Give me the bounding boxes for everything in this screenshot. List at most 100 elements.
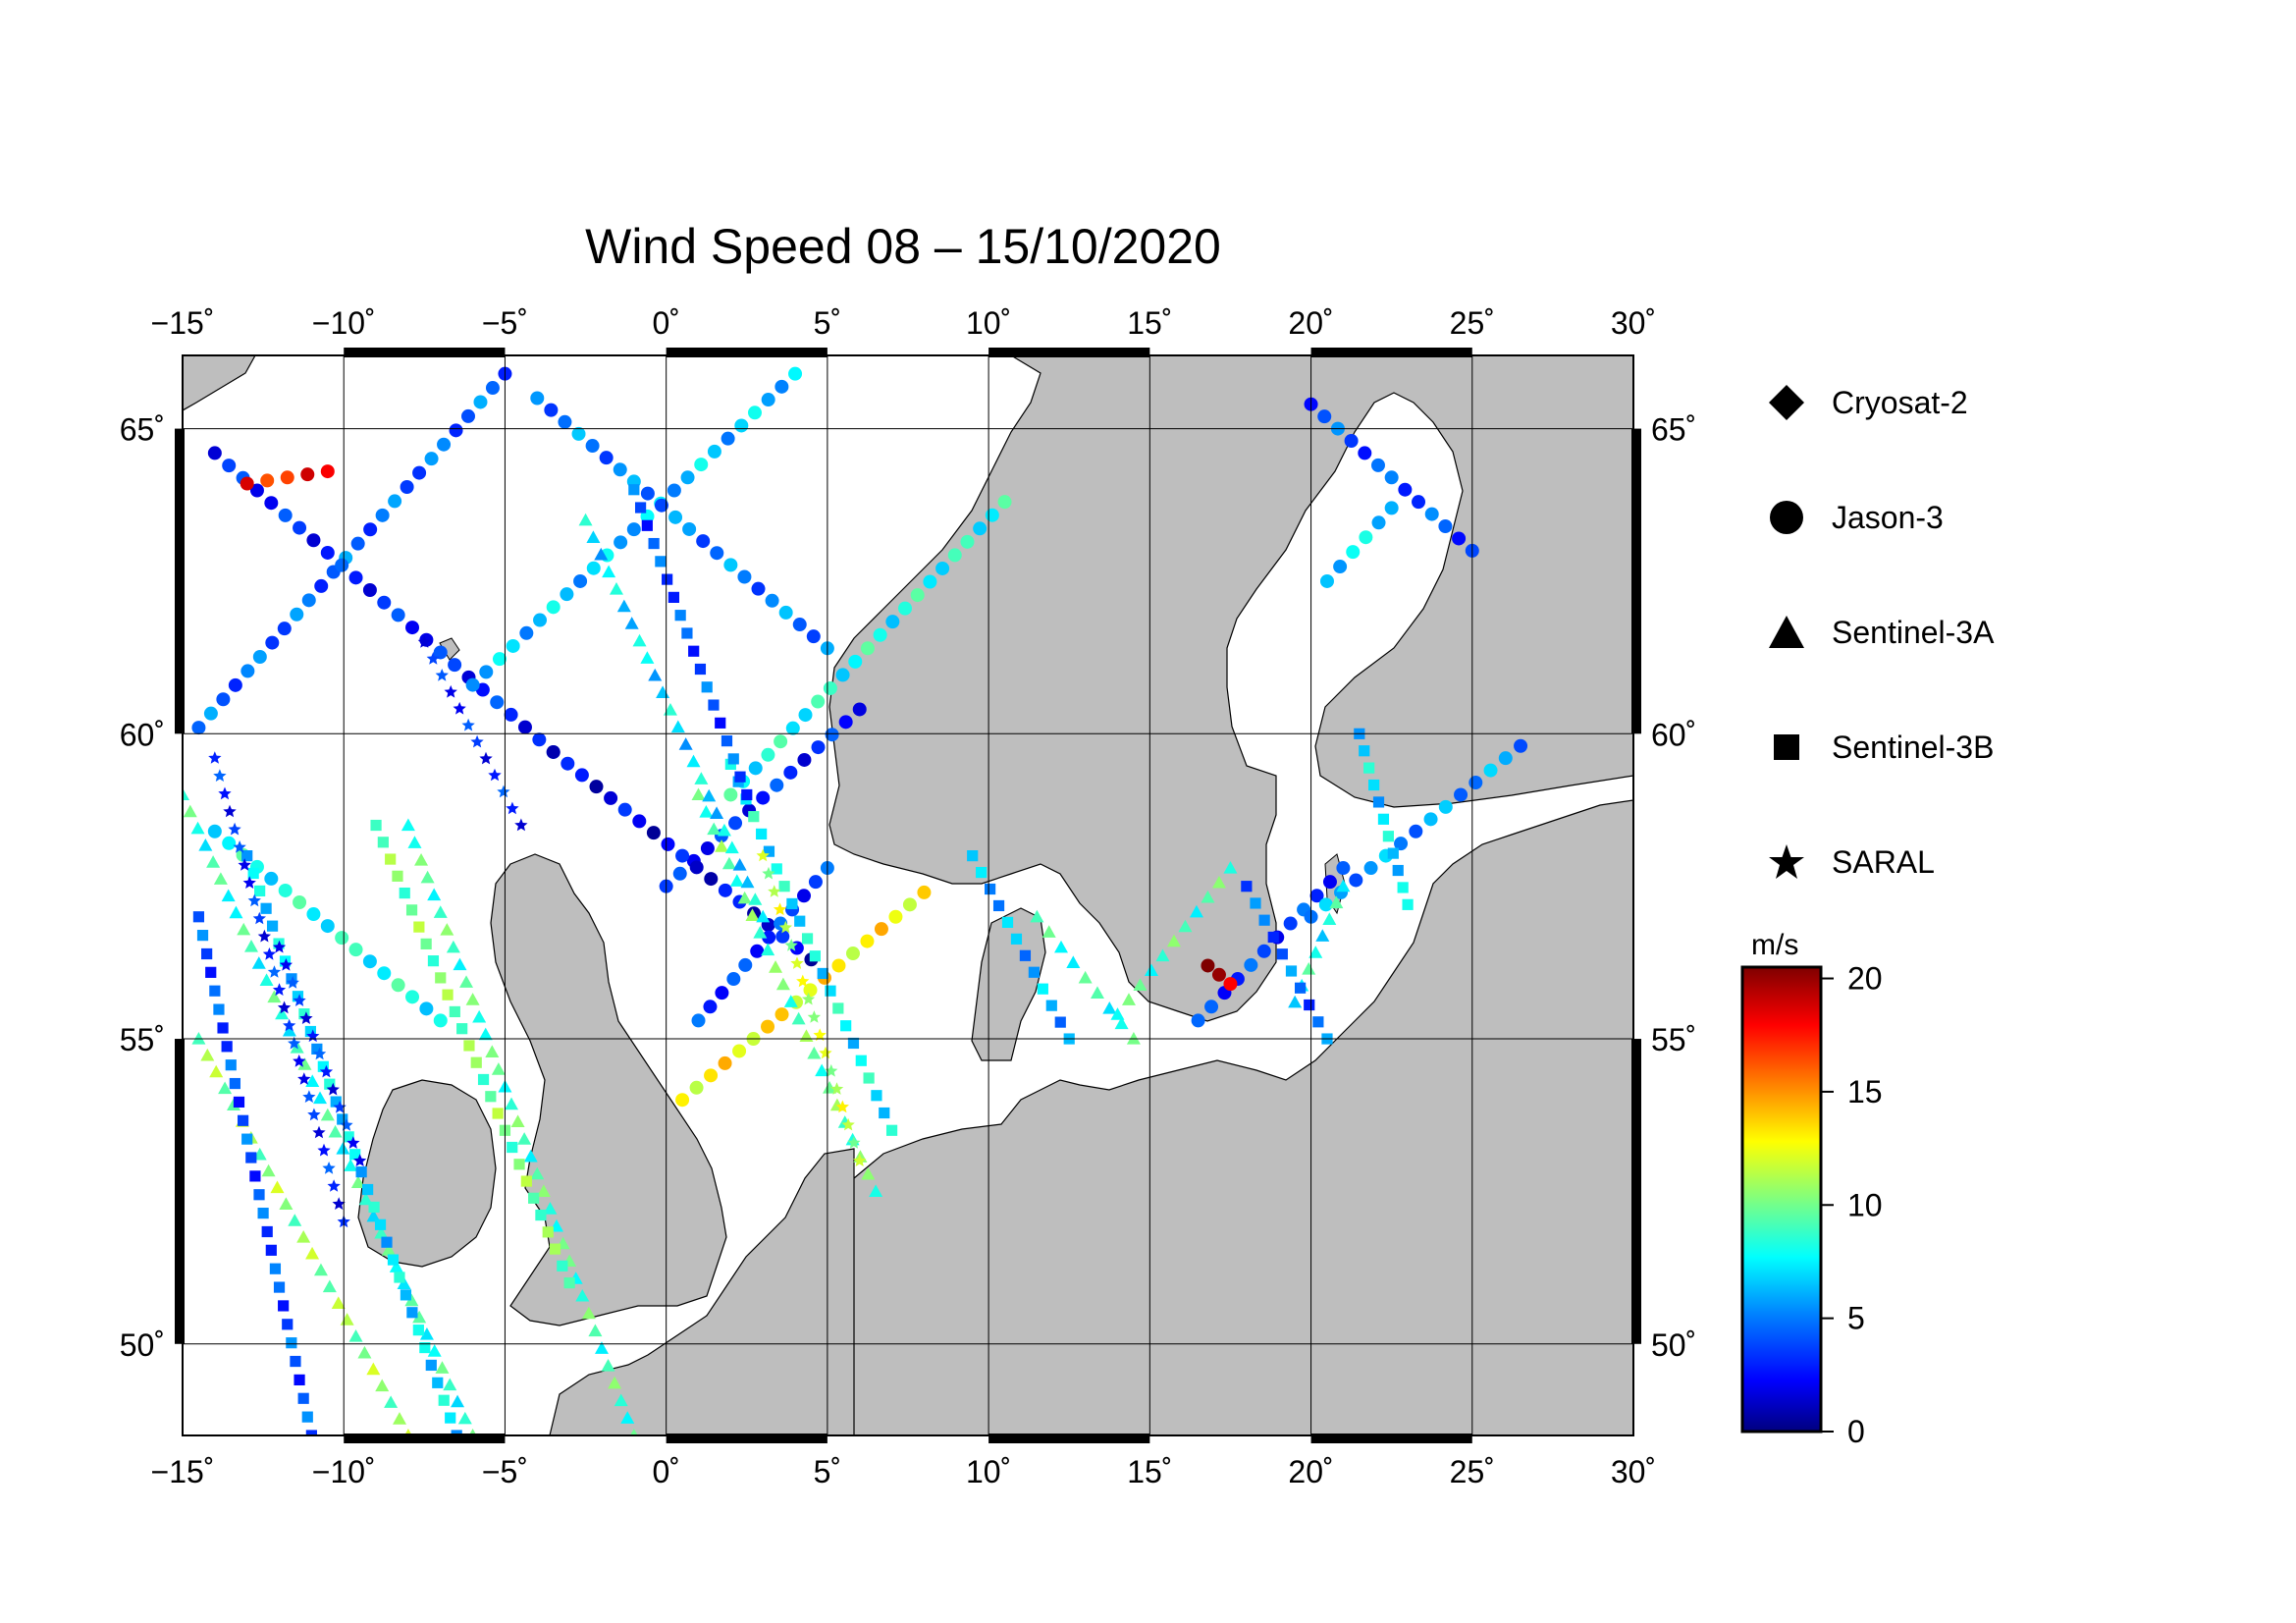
data-point-sentinel-3a (389, 1260, 403, 1272)
data-point-sentinel-3a (218, 1081, 233, 1095)
data-point-sentinel-3b (727, 753, 739, 765)
data-point-jason-3 (530, 391, 545, 406)
data-point-jason-3 (586, 561, 601, 575)
data-point-sentinel-3b (1363, 762, 1375, 774)
data-point-jason-3 (240, 476, 254, 491)
data-point-jason-3 (433, 1013, 448, 1028)
data-point-jason-3 (860, 934, 875, 948)
data-point-sentinel-3b (438, 1394, 450, 1406)
data-point-jason-3 (852, 702, 867, 717)
data-point-sentinel-3a (737, 891, 752, 904)
data-point-sentinel-3b (634, 502, 647, 514)
data-point-sentinel-3a (313, 1091, 328, 1105)
data-point-saral (312, 1047, 327, 1060)
data-point-sentinel-3a (616, 599, 631, 613)
data-point-sentinel-3a (275, 1006, 290, 1020)
data-point-jason-3 (264, 496, 279, 511)
data-point-jason-3 (761, 747, 775, 762)
data-point-jason-3 (823, 680, 837, 695)
data-point-saral (479, 751, 493, 765)
data-point-sentinel-3a (1288, 995, 1303, 1008)
data-point-sentinel-3a (670, 720, 685, 733)
data-point-jason-3 (1223, 977, 1238, 992)
lon-tick-label-top: −10˚ (312, 305, 376, 341)
data-point-sentinel-3b (297, 1392, 309, 1404)
data-point-jason-3 (761, 1019, 775, 1034)
triangle-icon (1769, 616, 1804, 648)
data-point-saral (506, 801, 519, 815)
data-point-sentinel-3a (305, 1074, 320, 1087)
data-point-saral (283, 1018, 296, 1032)
land-layer (183, 355, 1633, 1435)
data-point-sentinel-3b (1368, 779, 1380, 791)
data-point-jason-3 (519, 625, 534, 640)
data-point-jason-3 (917, 885, 932, 899)
lat-tick-label-right: 55˚ (1651, 1022, 1696, 1057)
data-point-sentinel-3a (1133, 978, 1148, 991)
data-point-jason-3 (808, 875, 823, 890)
data-point-sentinel-3b (557, 1260, 568, 1271)
data-point-sentinel-3b (694, 663, 707, 676)
data-point-sentinel-3a (1315, 929, 1330, 942)
data-point-sentinel-3a (288, 1214, 302, 1226)
data-point-jason-3 (770, 778, 784, 792)
data-point-sentinel-3a (221, 889, 236, 902)
data-point-jason-3 (433, 645, 448, 660)
data-point-saral (796, 974, 810, 988)
data-point-saral (299, 1011, 313, 1024)
data-point-sentinel-3b (387, 1254, 400, 1266)
data-point-sentinel-3a (510, 1114, 525, 1127)
data-point-saral (312, 1125, 326, 1139)
data-point-sentinel-3b (528, 1192, 540, 1204)
data-point-jason-3 (306, 533, 321, 548)
data-point-jason-3 (277, 622, 292, 636)
data-point-jason-3 (362, 583, 377, 598)
lon-tick-label-bottom: −5˚ (482, 1454, 528, 1489)
data-point-sentinel-3a (523, 1149, 538, 1163)
data-point-jason-3 (1349, 873, 1363, 888)
data-point-sentinel-3b (708, 699, 720, 711)
data-point-saral (319, 1064, 334, 1078)
data-point-sentinel-3b (229, 1077, 240, 1090)
data-point-sentinel-3a (453, 957, 467, 971)
data-point-jason-3 (885, 615, 900, 629)
data-point-sentinel-3b (435, 972, 447, 984)
data-point-jason-3 (774, 379, 789, 394)
data-point-jason-3 (672, 866, 687, 881)
colorbar-unit: m/s (1751, 929, 1799, 961)
data-point-jason-3 (1336, 861, 1351, 876)
lon-tick-label-bottom: 20˚ (1288, 1454, 1333, 1489)
data-point-sentinel-3a (198, 838, 213, 851)
data-point-jason-3 (264, 871, 279, 886)
data-point-sentinel-3a (279, 1197, 294, 1210)
data-point-sentinel-3b (221, 1041, 233, 1053)
data-point-sentinel-3a (691, 787, 706, 801)
data-point-jason-3 (1398, 482, 1413, 497)
data-point-sentinel-3b (205, 966, 217, 978)
data-point-sentinel-3a (1066, 955, 1081, 968)
lat-tick-label-right: 50˚ (1651, 1327, 1696, 1363)
data-point-jason-3 (718, 1055, 732, 1070)
data-point-sentinel-3a (594, 547, 609, 561)
data-point-sentinel-3b (1045, 1000, 1057, 1011)
data-point-jason-3 (490, 695, 505, 710)
data-point-sentinel-3b (492, 1108, 504, 1119)
data-point-jason-3 (831, 958, 846, 973)
data-point-sentinel-3b (330, 1096, 342, 1108)
data-point-sentinel-3b (201, 947, 213, 960)
data-point-sentinel-3b (871, 1090, 882, 1102)
data-point-jason-3 (405, 621, 420, 635)
data-point-sentinel-3a (443, 1378, 457, 1391)
data-point-sentinel-3a (761, 943, 775, 956)
data-point-sentinel-3a (397, 1276, 411, 1290)
data-point-sentinel-3b (721, 735, 733, 747)
data-point-sentinel-3a (1178, 919, 1193, 933)
data-point-sentinel-3a (440, 923, 454, 936)
data-point-sentinel-3b (1276, 948, 1288, 960)
data-point-sentinel-3a (348, 1329, 363, 1342)
data-point-sentinel-3b (470, 1056, 482, 1068)
border-bar (175, 1039, 185, 1344)
data-point-jason-3 (424, 452, 439, 466)
data-point-sentinel-3a (206, 855, 221, 868)
data-point-sentinel-3b (794, 915, 806, 927)
